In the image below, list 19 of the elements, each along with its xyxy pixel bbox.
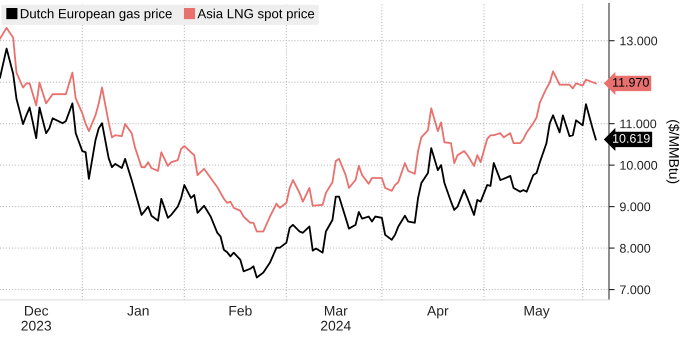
x-tick-label: Mar 2024 [321,306,351,331]
x-tick-label: May [524,306,550,318]
y-tick-label: 8.000 [620,244,650,253]
data-label: 10.619 [613,134,650,143]
legend-label: Dutch European gas price [20,8,172,21]
x-tick-label: Feb [229,305,252,316]
y-tick-label: 9.000 [620,202,650,212]
y-tick-label: 7.000 [620,285,650,294]
y-tick-label: 10.000 [620,160,658,170]
x-tick-label: Jan [127,306,149,316]
y-tick-label: 13.000 [620,36,658,46]
x-tick-label: Apr [427,306,448,318]
x-tick-label: Dec 2023 [21,306,52,331]
line-series [0,26,597,232]
data-label: 11.970 [613,78,649,87]
legend-label: Asia LNG spot price [197,8,314,21]
y-tick-label: 11.000 [620,119,656,128]
line-series [0,48,597,278]
y-axis-title: ($/MMBtu) [666,120,680,184]
